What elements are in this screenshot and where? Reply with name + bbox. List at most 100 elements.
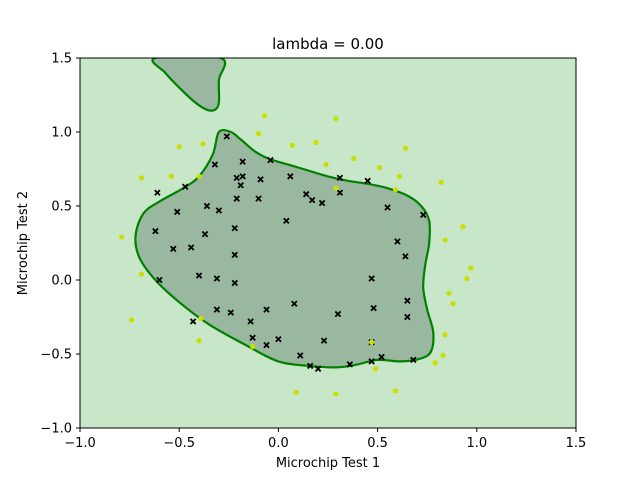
accepted-point: [404, 313, 411, 321]
rejected-point: [196, 173, 202, 179]
y-tick-label: −1.0: [40, 422, 72, 437]
accepted-point: [237, 182, 244, 189]
rejected-point: [464, 275, 470, 282]
decision-regions: [134, 58, 435, 369]
accepted-point: [187, 244, 195, 251]
x-axis-ticks: −1.0 −0.5 0.0 0.5 1.0 1.5: [64, 428, 586, 451]
rejected-point: [128, 317, 135, 323]
accepted-point: [189, 318, 197, 325]
accepted-point: [255, 195, 262, 202]
accepted-point: [263, 306, 270, 313]
accepted-point: [195, 272, 203, 279]
rejected-point: [440, 352, 446, 359]
rejected-point: [450, 301, 456, 307]
chart-title: lambda = 0.00: [272, 35, 384, 53]
accepted-point: [291, 300, 298, 307]
rejected-point: [196, 338, 202, 344]
accepted-point: [227, 309, 235, 316]
rejected-point: [323, 161, 329, 168]
plot-frame: [79, 57, 577, 429]
accepted-point: [247, 318, 254, 325]
rejected-point: [198, 315, 204, 322]
accepted-point: [378, 353, 385, 361]
rejected-point: [119, 234, 125, 240]
rejected-point: [432, 360, 438, 366]
accepted-point: [156, 276, 163, 284]
y-axis-ticks: −1.0 −0.5 0.0 0.5 1.0 1.5: [40, 52, 80, 437]
top-region-boundary: [151, 58, 227, 112]
accepted-point: [314, 365, 322, 373]
rejected-point: [392, 187, 399, 193]
rejected-point: [438, 179, 444, 185]
accepted-point: [336, 174, 344, 182]
accepted-point: [306, 362, 314, 370]
x-tick-label: 0.5: [367, 436, 388, 451]
y-tick-label: 0.5: [51, 200, 72, 215]
accepted-point: [384, 204, 391, 211]
accepted-point: [410, 356, 417, 364]
accepted-point: [320, 337, 328, 344]
accepted-point: [283, 217, 290, 225]
rejected-point: [138, 271, 145, 277]
accepted-point: [364, 177, 371, 185]
accepted-point: [231, 251, 238, 259]
rejected-point: [442, 237, 448, 243]
rejected-point: [168, 173, 174, 179]
rejected-point: [261, 113, 268, 119]
accepted-point: [336, 189, 344, 196]
rejected-point: [250, 344, 256, 350]
x-tick-label: 0.0: [268, 436, 289, 451]
y-tick-label: 1.5: [51, 52, 72, 67]
rejected-point: [468, 265, 474, 271]
rejected-point: [376, 164, 383, 171]
rejected-point: [351, 156, 357, 162]
accepted-point: [170, 245, 177, 253]
rejected-point: [333, 391, 339, 397]
accepted-point: [154, 189, 161, 196]
x-axis-label: Microchip Test 1: [276, 456, 380, 471]
accepted-point: [275, 335, 282, 343]
accepted-point: [152, 227, 159, 235]
accepted-point: [211, 161, 219, 168]
accepted-point: [233, 174, 240, 182]
y-tick-label: −0.5: [40, 348, 72, 363]
accepted-point: [223, 133, 231, 140]
rejected-point: [402, 145, 408, 151]
accepted-point: [334, 310, 342, 318]
accepted-point: [213, 275, 221, 282]
accepted-point: [263, 341, 270, 349]
rejected-point: [396, 173, 403, 179]
x-tick-label: −0.5: [163, 436, 195, 451]
accepted-point: [368, 275, 375, 282]
rejected-point: [138, 175, 145, 181]
rejected-point: [333, 185, 339, 191]
accepted-point: [370, 304, 377, 312]
accepted-point: [394, 238, 401, 245]
accepted-point: [231, 224, 238, 232]
accepted-point: [173, 208, 181, 216]
x-tick-label: 1.5: [566, 436, 587, 451]
accepted-point: [233, 195, 240, 202]
rejected-point: [369, 339, 375, 345]
x-tick-label: −1.0: [64, 436, 96, 451]
rejected-point: [442, 332, 448, 338]
accepted-point: [346, 361, 354, 368]
accepted-point: [318, 199, 326, 207]
rejected-point: [200, 141, 206, 147]
accepted-point: [239, 158, 246, 165]
y-tick-label: 1.0: [51, 126, 72, 141]
rejected-point: [373, 366, 379, 372]
rejected-point: [255, 130, 262, 137]
accepted-point: [419, 211, 427, 219]
rejected-point: [293, 389, 299, 396]
rejected-point: [176, 144, 182, 150]
accepted-point: [249, 334, 256, 341]
accepted-point: [257, 176, 264, 183]
rejected-point: [392, 388, 399, 394]
accepted-point: [308, 196, 316, 204]
accepted-point: [302, 190, 310, 198]
accepted-point: [215, 207, 223, 214]
accepted-point: [267, 156, 274, 164]
accepted-point: [201, 230, 209, 238]
